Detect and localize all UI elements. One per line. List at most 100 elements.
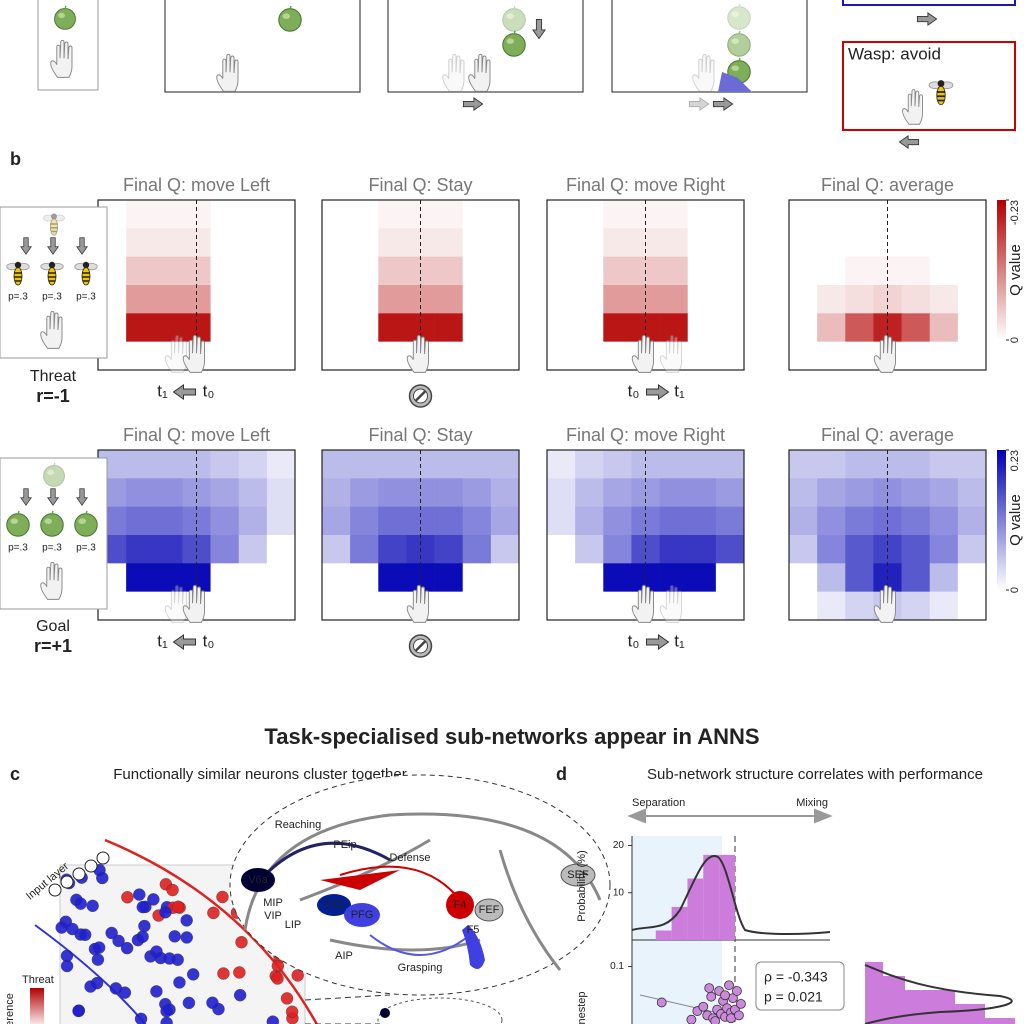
y-axis-label: nestep <box>576 991 588 1024</box>
brain-area-label: PG <box>326 899 342 911</box>
heatmap-cell <box>210 200 240 229</box>
neuron <box>78 928 92 941</box>
neuron <box>206 996 219 1009</box>
heatmap-cell <box>789 341 818 371</box>
heatmap-cell <box>929 256 959 286</box>
heatmap-cell <box>462 341 492 371</box>
stat: p = 0.021 <box>764 989 823 1005</box>
hist-bar <box>719 854 735 940</box>
heatmap-cell <box>845 591 874 621</box>
right-arrow-label: Mixing <box>796 797 828 809</box>
panel-label: b <box>10 149 21 169</box>
heatmap-cell <box>238 228 268 257</box>
probability-label: p=.3 <box>8 543 28 554</box>
heatmap-cell <box>901 506 931 536</box>
heatmap-cell <box>715 200 745 229</box>
frame <box>387 0 584 93</box>
neuron <box>74 897 87 910</box>
heatmap-cell <box>322 591 351 621</box>
zoom-lines <box>304 994 391 1024</box>
f4 <box>446 891 474 919</box>
apple <box>502 5 526 32</box>
panel-title: Sub-network structure correlates with pe… <box>647 766 983 783</box>
hand <box>468 53 491 92</box>
heatmap-cell <box>603 341 632 371</box>
heatmap-cell <box>817 228 846 257</box>
heatmap-cell <box>659 535 689 564</box>
heatmap-cell <box>715 535 745 564</box>
scatter-point <box>720 990 730 1001</box>
panel-label: c <box>10 764 20 784</box>
heatmap-cell <box>547 506 576 536</box>
heatmap-cell <box>350 341 379 371</box>
heatmap-cell <box>659 506 689 536</box>
neuron <box>134 1012 148 1024</box>
heatmap-cell <box>238 591 268 621</box>
arrow <box>688 97 710 111</box>
heatmap-cell <box>378 200 407 229</box>
heatmap-cell <box>547 200 576 229</box>
heatmap-cell <box>350 563 379 592</box>
heatmap-cell <box>266 285 296 314</box>
heatmap-title: Final Q: Stay <box>368 175 472 195</box>
heatmap-cell <box>490 506 520 536</box>
hand <box>442 53 465 92</box>
heatmap-cell <box>547 256 576 286</box>
probability-label: p=.3 <box>42 292 62 303</box>
heatmap-cell <box>490 535 520 564</box>
heatmap-cell <box>266 478 296 507</box>
heatmap-cell <box>490 591 520 621</box>
heatmap-cell <box>266 313 296 342</box>
heatmap-cell <box>462 450 492 479</box>
scatter-point <box>710 1016 721 1024</box>
heatmap-cell <box>126 535 155 564</box>
heatmap-cell <box>434 450 464 479</box>
heatmap-cell <box>789 535 818 564</box>
heatmap-cell <box>789 256 818 286</box>
neuron <box>109 982 123 995</box>
time-label: t₁ <box>674 381 685 400</box>
heatmap-cell <box>547 228 576 257</box>
heatmap-cell <box>603 228 632 257</box>
heatmap-cell <box>238 535 268 564</box>
sef <box>560 863 596 887</box>
brain-area-label: SEF <box>567 869 589 881</box>
heatmap-cell <box>817 563 846 592</box>
heatmap-cell <box>603 200 632 229</box>
heatmap-cell <box>210 591 240 621</box>
heatmap-cell <box>126 200 155 229</box>
neuron <box>84 980 97 993</box>
heatmap-cell <box>210 563 240 592</box>
apple <box>278 5 302 32</box>
heatmap-cell <box>603 535 632 564</box>
heatmap-cell <box>817 256 846 286</box>
brain-area-label: Reaching <box>275 819 321 831</box>
probability-label: p=.3 <box>76 543 96 554</box>
heatmap-cell <box>659 256 689 286</box>
heatmap-cell <box>210 341 240 371</box>
heatmap-cell <box>715 285 745 314</box>
neuron <box>168 930 181 943</box>
heatmap-cell <box>378 341 407 371</box>
heatmap-cell <box>434 506 464 536</box>
heatmap-cell <box>350 450 379 479</box>
stay-icon <box>414 640 427 652</box>
frame <box>164 0 361 93</box>
heatmap-cell <box>238 478 268 507</box>
time-label: t₀ <box>628 381 640 400</box>
heatmap-cell <box>789 591 818 621</box>
neuron <box>182 996 196 1010</box>
heatmap-cell <box>901 256 931 286</box>
hand <box>216 53 239 92</box>
heatmap-cell <box>154 256 183 286</box>
reward-label: r=-1 <box>36 386 70 406</box>
arrow <box>916 12 938 26</box>
probability-label: p=.3 <box>76 292 96 303</box>
move-arrow <box>646 384 669 400</box>
heatmap-cell <box>547 313 576 342</box>
heatmap-cell <box>901 285 931 314</box>
heatmap-cell <box>603 450 632 479</box>
heatmap-cell <box>659 478 689 507</box>
colorbar-tick-label: 0 <box>1009 337 1021 343</box>
heatmap-cell <box>126 506 155 536</box>
